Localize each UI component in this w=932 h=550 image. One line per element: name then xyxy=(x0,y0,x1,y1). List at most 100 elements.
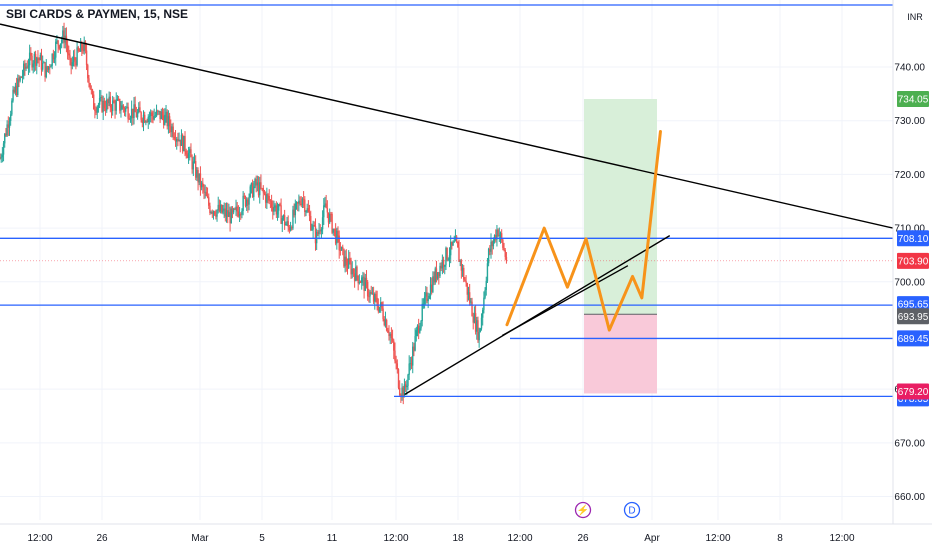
candle-body xyxy=(181,134,184,152)
candle-body xyxy=(159,110,161,120)
candle-body xyxy=(123,108,126,112)
candle-body xyxy=(276,210,279,215)
candle-body xyxy=(11,100,13,115)
candle-body xyxy=(401,387,403,397)
price-tick: 710.00 xyxy=(894,224,925,235)
candle-body xyxy=(91,89,94,95)
candle-body xyxy=(482,309,484,318)
candle-body xyxy=(94,109,96,112)
candle-body xyxy=(273,207,275,212)
candle-body xyxy=(157,110,159,112)
candle-body xyxy=(227,210,229,217)
candle-body xyxy=(51,53,53,66)
candle-body xyxy=(447,258,450,260)
candle-body xyxy=(49,66,51,68)
candle-body xyxy=(78,50,81,52)
candle-body xyxy=(324,203,326,206)
candle-body xyxy=(459,260,461,262)
time-tick: 18 xyxy=(452,533,464,544)
candle-body xyxy=(198,173,200,183)
candle-body xyxy=(47,66,50,70)
time-tick: Apr xyxy=(644,533,660,544)
candle-body xyxy=(308,212,311,216)
candle-body xyxy=(269,200,272,202)
candle-body xyxy=(14,85,17,93)
candle-body xyxy=(264,193,267,203)
candle-body xyxy=(406,385,408,388)
time-tick: 8 xyxy=(777,533,783,544)
candle-body xyxy=(192,161,195,170)
candle-body xyxy=(75,60,77,66)
candle-body xyxy=(464,279,466,282)
candle-body xyxy=(253,186,255,197)
candle-body xyxy=(164,114,166,125)
candle-body xyxy=(395,360,397,364)
candle-body xyxy=(79,42,82,52)
candle-body xyxy=(223,208,225,211)
candle-body xyxy=(41,63,44,70)
candle-body xyxy=(504,250,506,257)
candle-body xyxy=(400,395,402,397)
candle-body xyxy=(444,265,446,267)
candle-body xyxy=(196,169,198,178)
candle-body xyxy=(427,298,429,302)
candle-body xyxy=(40,54,43,70)
candle-body xyxy=(34,53,37,66)
candle-body xyxy=(351,268,353,275)
candle-body xyxy=(211,211,213,214)
horizontal-levels[interactable] xyxy=(0,237,893,398)
candle-body xyxy=(320,229,323,232)
candle-body xyxy=(262,188,264,193)
candle-body xyxy=(69,55,71,59)
candle-body xyxy=(356,266,358,276)
candle-body xyxy=(333,228,336,230)
candle-body xyxy=(423,296,426,304)
candle-body xyxy=(349,258,351,263)
candle-body xyxy=(368,296,370,298)
time-axis[interactable]: 12:00 26 Mar 5 11 12:00 18 12:00 26 Apr 12:00 8 12:0… xyxy=(0,523,932,550)
candle-body xyxy=(244,196,247,206)
candle-body xyxy=(417,325,420,333)
candle-body xyxy=(370,292,372,294)
candle-body xyxy=(294,203,297,216)
candle-body xyxy=(174,138,177,142)
trendlines[interactable] xyxy=(0,23,894,396)
candle-body xyxy=(146,121,148,123)
candle-body xyxy=(390,333,393,338)
candle-body xyxy=(218,204,221,212)
candle-body xyxy=(224,208,227,217)
candle-body xyxy=(152,115,154,120)
candle-body xyxy=(432,276,434,292)
candle-body xyxy=(245,199,248,206)
candle-body xyxy=(119,99,121,111)
candle-body xyxy=(136,112,139,118)
candle-body xyxy=(12,89,14,101)
candle-body xyxy=(477,320,479,341)
candle-body xyxy=(187,152,190,159)
candle-body xyxy=(117,98,120,100)
candle-body xyxy=(206,195,209,198)
event-markers[interactable]: ⚡ D xyxy=(574,501,641,519)
candle-body xyxy=(151,112,153,116)
candle-body xyxy=(89,83,91,90)
candle-body xyxy=(62,30,64,40)
candle-body xyxy=(340,246,343,251)
candle-body xyxy=(92,94,95,110)
candle-body xyxy=(260,182,262,189)
candle-body xyxy=(484,289,486,298)
time-tick: 12:00 xyxy=(383,533,408,544)
projection-path[interactable] xyxy=(505,129,662,332)
candle-body xyxy=(347,258,350,269)
candle-body xyxy=(505,256,508,261)
candle-body xyxy=(72,56,75,63)
candle-body xyxy=(158,110,160,112)
candle-body xyxy=(43,62,45,64)
currency-label[interactable]: INR xyxy=(904,6,926,28)
candle-body xyxy=(261,188,263,189)
candle-body xyxy=(1,154,4,158)
candle-body xyxy=(433,276,435,283)
candle-body xyxy=(436,272,439,279)
candle-body xyxy=(235,206,237,210)
candle-body xyxy=(497,229,499,236)
